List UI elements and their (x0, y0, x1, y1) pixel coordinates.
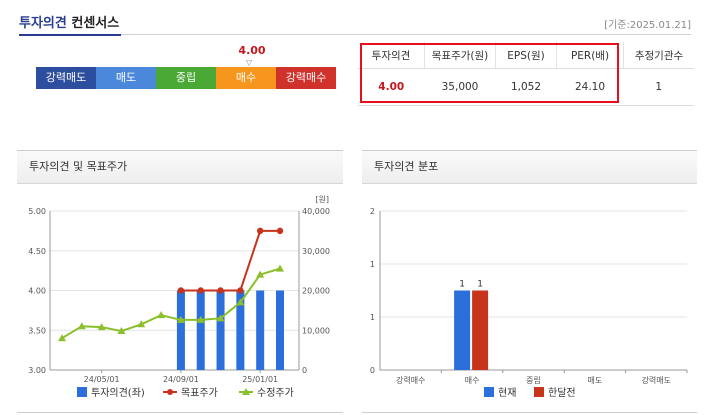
x-tick-label: 24/09/01 (163, 375, 199, 384)
col-target-price: 목표주가(원) (424, 42, 496, 69)
series-point (216, 314, 225, 322)
col-analyst-count: 추정기관수 (623, 42, 694, 69)
opinion-distribution-chart: 2 1 1 0 강력매수 매수 중립 매도 강력매도 1 1 현재 한달전 (370, 207, 688, 399)
panel-bottom-line (17, 412, 343, 413)
y-tick-label: 1 (370, 260, 375, 269)
series-point (217, 287, 224, 294)
val-opinion: 4.00 (358, 68, 425, 106)
legend-swatch (242, 388, 250, 395)
series-point (276, 264, 284, 272)
series-point (256, 227, 264, 235)
scale-segment-2: 중립 (156, 67, 216, 89)
val-per: 24.10 (556, 68, 624, 106)
series-point (58, 334, 66, 342)
series-point (97, 323, 106, 331)
legend-swatch (534, 387, 544, 397)
data-label: 1 (459, 280, 465, 290)
distribution-bar (454, 290, 471, 370)
x-tick-label: 중립 (526, 376, 541, 385)
x-tick-label: 매도 (588, 376, 603, 385)
y-left-tick-label: 4.00 (28, 287, 46, 296)
header-divider (19, 34, 691, 35)
series-line (180, 229, 280, 292)
scale-segment-4: 강력매수 (276, 67, 336, 89)
legend-label: 수정주가 (257, 387, 294, 399)
y-tick-label: 0 (370, 366, 375, 375)
opinion-bar (216, 290, 225, 370)
x-tick-label: 강력매도 (642, 375, 671, 385)
y-tick-label: 1 (370, 313, 375, 322)
section-title: 투자의견 컨센서스 (19, 12, 119, 31)
opinion-bar (236, 290, 245, 370)
opinion-scale: 강력매도 매도 중립 매수 강력매수 (36, 67, 336, 89)
series-point (276, 227, 284, 235)
opinion-bar (276, 290, 284, 370)
series-point (137, 320, 146, 328)
opinion-score: 4.00 (238, 44, 266, 57)
legend-swatch (167, 389, 173, 395)
y-left-tick-label: 3.50 (28, 326, 46, 335)
left-panel-title: 투자의견 및 목표주가 (17, 151, 343, 184)
series-point (176, 315, 185, 323)
opinion-target-chart: 5.00 4.50 4.00 3.50 3.00 40,000 30,000 20,000 10… (28, 195, 330, 399)
val-target-price: 35,000 (424, 68, 496, 106)
legend-swatch (77, 387, 87, 397)
x-tick-label: 매수 (465, 376, 480, 385)
opinion-target-panel: 투자의견 및 목표주가 5.00 4.50 4.00 3.50 3.00 40,000 30… (17, 150, 343, 413)
series-line (61, 267, 281, 340)
consensus-table: 투자의견 목표주가(원) EPS(원) PER(배) 추정기관수 4.00 35… (358, 42, 694, 106)
y-tick-label: 2 (370, 207, 375, 216)
y-right-tick-label: 40,000 (302, 207, 330, 216)
series-point (197, 287, 204, 294)
panel-bottom-line (362, 412, 697, 413)
col-eps: EPS(원) (495, 42, 557, 69)
series-point (117, 327, 126, 335)
right-panel-title: 투자의견 분포 (362, 151, 697, 184)
opinion-bar (176, 290, 185, 370)
y-right-tick-label: 10,000 (302, 326, 330, 335)
legend-label: 현재 (498, 387, 516, 399)
y-right-tick-label: 0 (302, 366, 307, 375)
section-title-part1: 투자의견 (19, 16, 67, 31)
series-point (236, 298, 245, 306)
x-tick-label: 강력매수 (396, 375, 425, 385)
scale-segment-1: 매도 (96, 67, 156, 89)
consensus-value-row: 4.00 35,000 1,052 24.10 1 (358, 68, 694, 106)
opinion-bar (256, 290, 265, 370)
legend-swatch (484, 387, 494, 397)
series-point (77, 322, 86, 330)
scale-segment-3: 매수 (216, 67, 276, 89)
x-tick-label: 24/05/01 (84, 375, 120, 384)
col-opinion: 투자의견 (358, 42, 425, 69)
val-analyst-count: 1 (623, 68, 694, 106)
legend-label: 목표주가 (181, 387, 218, 399)
distribution-bar (472, 290, 489, 370)
legend-label: 투자의견(좌) (91, 387, 145, 399)
col-per: PER(배) (556, 42, 624, 69)
score-marker-icon: ▽ (246, 58, 253, 67)
val-eps: 1,052 (495, 68, 557, 106)
series-point (196, 315, 205, 323)
y-right-tick-label: 30,000 (302, 247, 330, 256)
header-accent (19, 34, 121, 36)
y-right-unit: [원] (315, 195, 329, 204)
y-left-tick-label: 3.00 (28, 366, 46, 375)
y-right-tick-label: 20,000 (302, 287, 330, 296)
opinion-bar (196, 290, 205, 370)
series-point (256, 270, 265, 278)
x-tick-label: 25/01/01 (242, 375, 278, 384)
consensus-header-row: 투자의견 목표주가(원) EPS(원) PER(배) 추정기관수 (358, 42, 694, 69)
series-point (157, 311, 166, 319)
y-left-tick-label: 5.00 (28, 207, 46, 216)
base-date: [기준:2025.01.21] (604, 20, 691, 31)
scale-segment-0: 강력매도 (36, 67, 96, 89)
data-label: 1 (477, 280, 483, 290)
series-point (177, 287, 185, 294)
highlight-box (360, 43, 619, 103)
y-left-tick-label: 4.50 (28, 247, 46, 256)
section-title-part2: 컨센서스 (71, 16, 120, 31)
opinion-distribution-panel: 투자의견 분포 2 1 1 0 강력매수 매수 중립 매도 강력매도 1 1 현재 한달전 (362, 150, 697, 413)
legend-label: 한달전 (548, 387, 576, 399)
series-point (237, 287, 244, 294)
